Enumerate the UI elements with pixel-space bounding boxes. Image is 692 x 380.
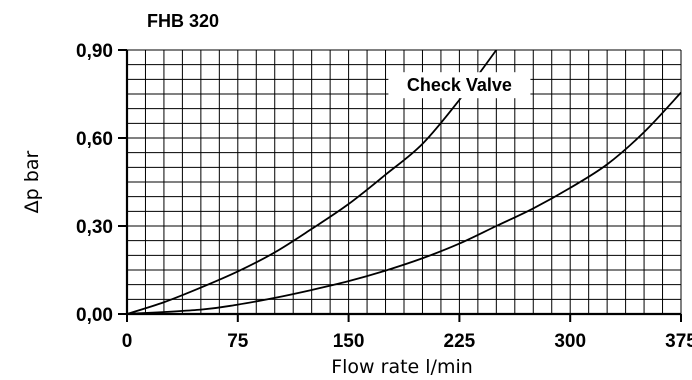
y-tick-label: 0,30 <box>76 217 113 238</box>
series-line-2 <box>126 91 682 315</box>
x-axis-title: Flow rate l/min <box>331 356 473 378</box>
annotation-layer: Check Valve <box>388 72 531 99</box>
annotation-background <box>388 72 531 99</box>
chart-title: FHB 320 <box>147 11 219 31</box>
y-tick-label: 0,60 <box>76 129 113 150</box>
y-tick-label: 0,00 <box>76 305 113 326</box>
y-tick-labels: 0,00 0,30 0,60 0,90 <box>76 41 113 326</box>
plot-frame <box>118 49 682 322</box>
x-tick-label: 0 <box>122 331 133 352</box>
annotation-check-valve: Check Valve <box>407 75 512 95</box>
x-tick-label: 225 <box>444 331 476 352</box>
series-layer <box>126 49 682 315</box>
x-tick-labels: 0 75 150 225 300 375 <box>122 331 692 352</box>
y-axis-title: Δp bar <box>21 151 43 214</box>
x-tick-label: 150 <box>333 331 365 352</box>
x-tick-label: 75 <box>227 331 249 352</box>
series-line-1 <box>126 49 498 315</box>
x-tick-label: 375 <box>665 331 692 352</box>
y-tick-label: 0,90 <box>76 41 113 62</box>
x-tick-label: 300 <box>554 331 586 352</box>
